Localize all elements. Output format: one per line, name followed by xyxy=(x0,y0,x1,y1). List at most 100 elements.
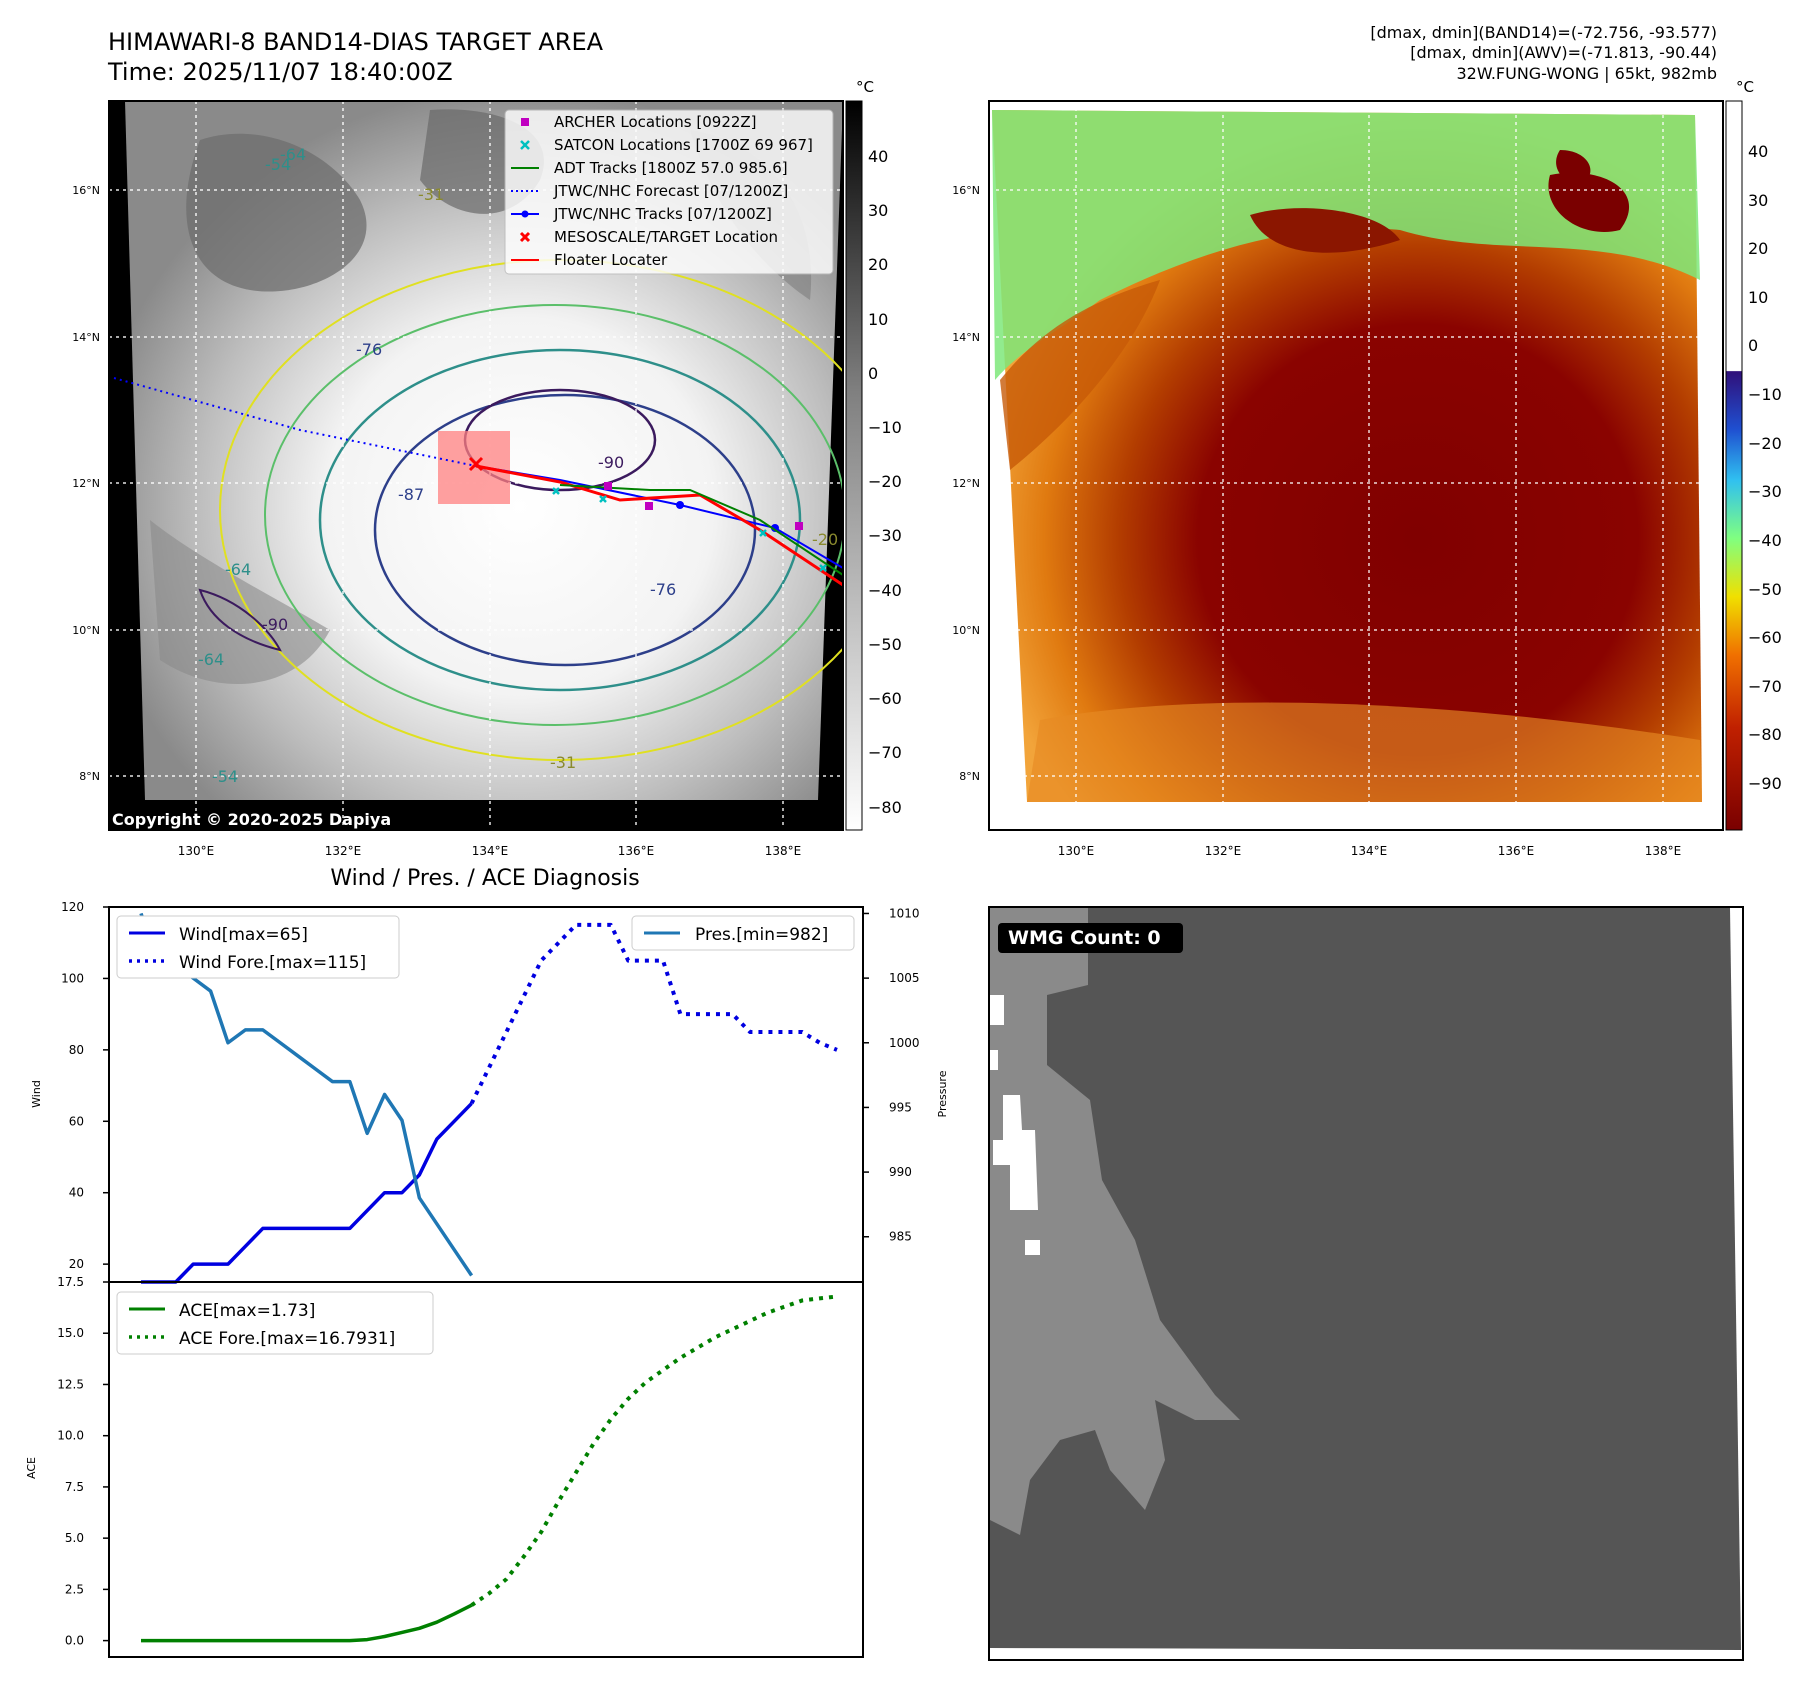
pressure-tick-label: 990 xyxy=(889,1165,912,1179)
wind-tick-label: 60 xyxy=(69,1114,84,1128)
lat-tick: 10°N xyxy=(72,624,100,637)
cbar-tick: −70 xyxy=(868,743,902,762)
ace-tick-label: 10.0 xyxy=(57,1429,84,1443)
cbar-tick: 20 xyxy=(1748,239,1768,258)
legend-label: ARCHER Locations [0922Z] xyxy=(554,113,757,131)
contour-label: -76 xyxy=(356,340,382,359)
cbar-tick: 10 xyxy=(868,310,888,329)
legend-satcon-marker xyxy=(520,140,530,150)
ace-tick-label: 2.5 xyxy=(65,1582,84,1596)
pressure-tick-label: 1005 xyxy=(889,971,920,985)
legend-wind-label: Wind[max=65] xyxy=(179,925,308,945)
cbar-tick: −90 xyxy=(1748,774,1782,793)
ace-forecast-line xyxy=(470,1294,838,1607)
lon-tick: 134°E xyxy=(1351,844,1388,858)
ace-tick-label: 12.5 xyxy=(57,1377,84,1391)
contour-label: -54 xyxy=(212,767,238,786)
pressure-tick-label: 995 xyxy=(889,1100,912,1114)
wind-ticks: 20 40 60 80 100 120 xyxy=(61,900,109,1271)
cbar-tick: −60 xyxy=(868,689,902,708)
floater-locater-track xyxy=(475,464,843,587)
ace-tick-label: 15.0 xyxy=(57,1326,84,1340)
cbar-tick: 0 xyxy=(1748,336,1758,355)
cbar-tick: −60 xyxy=(1748,628,1782,647)
ace-tick-label: 0.0 xyxy=(65,1634,84,1648)
cbar-tick: −40 xyxy=(1748,531,1782,550)
cbar-tick: −30 xyxy=(868,526,902,545)
cbar-tick: −50 xyxy=(868,635,902,654)
cbar-tick: −40 xyxy=(868,581,902,600)
ir-colorbar-ticks: 40 30 20 10 0 −10 −20 −30 −40 −50 −60 −7… xyxy=(868,147,902,817)
pressure-ticks: 985 990 995 1000 1005 1010 xyxy=(863,906,920,1244)
cbar-tick: 30 xyxy=(868,201,888,220)
cbar-tick: −20 xyxy=(1748,434,1782,453)
ir-colorbar-unit: °C xyxy=(856,78,874,96)
wind-axis-label: Wind xyxy=(30,1080,43,1108)
legend-label: JTWC/NHC Forecast [07/1200Z] xyxy=(553,182,788,200)
cbar-tick: −80 xyxy=(868,798,902,817)
figure-title: HIMAWARI-8 BAND14-DIAS TARGET AREA xyxy=(108,28,604,56)
cbar-tick: −80 xyxy=(1748,725,1782,744)
cbar-tick: −30 xyxy=(1748,482,1782,501)
map-legend: ARCHER Locations [0922Z] SATCON Location… xyxy=(504,109,834,275)
ace-axes xyxy=(108,1281,864,1658)
contour-label: -54 xyxy=(265,155,291,174)
wind-tick-label: 20 xyxy=(69,1257,84,1271)
ace-line xyxy=(141,1603,473,1643)
wmg-dark-region xyxy=(990,908,1741,1650)
ace-ticks: 0.0 2.5 5.0 7.5 10.0 12.5 15.0 17.5 xyxy=(57,1275,109,1648)
wind-tick-label: 80 xyxy=(69,1043,84,1057)
awv-range: [dmax, dmin](AWV)=(-71.813, -90.44) xyxy=(1410,43,1717,62)
wind-tick-label: 100 xyxy=(61,971,84,985)
contour-minus-76 xyxy=(373,393,757,667)
wmg-gray-region xyxy=(990,908,1240,1535)
wind-pressure-series xyxy=(139,912,838,1284)
cbar-tick: −10 xyxy=(1748,385,1782,404)
awv-lon-ticks: 130°E 132°E 134°E 136°E 138°E xyxy=(1058,844,1682,858)
legend-ace-label: ACE[max=1.73] xyxy=(179,1301,315,1321)
ir-colorbar xyxy=(845,100,863,831)
adt-track xyxy=(559,484,843,576)
lat-tick: 14°N xyxy=(72,331,100,344)
ace-tick-label: 7.5 xyxy=(65,1480,84,1494)
wmg-count-label: WMG Count: 0 xyxy=(1008,927,1161,949)
lon-tick: 138°E xyxy=(765,844,802,858)
cbar-tick: 20 xyxy=(868,255,888,274)
lat-tick: 16°N xyxy=(952,184,980,197)
cbar-tick: 10 xyxy=(1748,288,1768,307)
lat-tick: 8°N xyxy=(79,770,100,783)
cbar-tick: 40 xyxy=(1748,142,1768,161)
awv-map-panel: 16°N 14°N 12°N 10°N 8°N 130°E 132°E 134°… xyxy=(952,78,1782,858)
contour-label: -31 xyxy=(550,753,576,772)
target-location-marker xyxy=(468,456,484,472)
lat-tick: 16°N xyxy=(72,184,100,197)
awv-lat-ticks: 16°N 14°N 12°N 10°N 8°N xyxy=(952,184,980,783)
wind-line xyxy=(141,1102,473,1284)
lon-tick: 138°E xyxy=(1645,844,1682,858)
wind-legend: Wind[max=65] Wind Fore.[max=115] xyxy=(116,915,400,979)
contour-label: -76 xyxy=(650,580,676,599)
lon-tick: 132°E xyxy=(1205,844,1242,858)
contour-label: -90 xyxy=(262,615,288,634)
cbar-tick: 40 xyxy=(868,147,888,166)
cbar-tick: 0 xyxy=(868,364,878,383)
wmg-panel: WMG Count: 0 xyxy=(988,906,1744,1661)
wind-tick-label: 120 xyxy=(61,900,84,914)
awv-colorbar-ticks: 40 30 20 10 0 −10 −20 −30 −40 −50 −60 −7… xyxy=(1748,142,1782,793)
jtwc-forecast-track xyxy=(113,377,477,467)
lat-tick: 8°N xyxy=(959,770,980,783)
awv-graticule xyxy=(989,101,1723,830)
cbar-tick: −50 xyxy=(1748,580,1782,599)
band14-range: [dmax, dmin](BAND14)=(-72.756, -93.577) xyxy=(1370,23,1717,42)
pressure-tick-label: 985 xyxy=(889,1230,912,1244)
storm-info: 32W.FUNG-WONG | 65kt, 982mb xyxy=(1456,64,1717,83)
legend-label: SATCON Locations [1700Z 69 967] xyxy=(554,136,813,154)
wind-tick-label: 40 xyxy=(69,1186,84,1200)
contour-label: -90 xyxy=(598,453,624,472)
ace-series xyxy=(141,1294,838,1643)
contour-label: -20 xyxy=(812,530,838,549)
contour-label: -87 xyxy=(398,485,424,504)
contour-label: -64 xyxy=(225,560,251,579)
ace-legend: ACE[max=1.73] ACE Fore.[max=16.7931] xyxy=(116,1291,434,1355)
pressure-legend: Pres.[min=982] xyxy=(631,915,855,951)
